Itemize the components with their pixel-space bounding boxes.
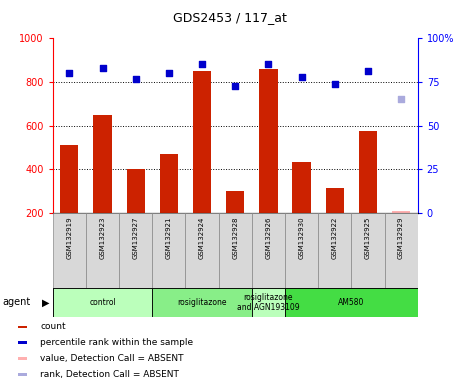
Text: GSM132930: GSM132930 (299, 217, 305, 260)
Text: rank, Detection Call = ABSENT: rank, Detection Call = ABSENT (40, 370, 179, 379)
Bar (152, 213, 185, 288)
Point (232, 83, 239, 89)
Bar (285, 213, 318, 288)
Text: GSM132927: GSM132927 (133, 217, 139, 259)
Bar (127, 169, 145, 213)
Bar (285, 288, 418, 317)
Bar (218, 213, 252, 288)
Point (165, 70, 173, 76)
Bar (252, 288, 285, 317)
Point (132, 76, 140, 83)
Bar (94, 115, 112, 213)
Text: GDS2453 / 117_at: GDS2453 / 117_at (173, 11, 286, 24)
Bar (252, 213, 285, 288)
Point (298, 74, 305, 80)
Point (331, 81, 338, 87)
Bar (226, 191, 244, 213)
Text: ▶: ▶ (42, 297, 50, 308)
Point (66, 70, 73, 76)
Text: control: control (89, 298, 116, 307)
Text: GSM132923: GSM132923 (100, 217, 106, 259)
Text: GSM132922: GSM132922 (332, 217, 338, 259)
Text: GSM132925: GSM132925 (365, 217, 371, 259)
Text: AM580: AM580 (338, 298, 364, 307)
Text: rosiglitazone: rosiglitazone (177, 298, 227, 307)
Text: rosiglitazone
and AGN193109: rosiglitazone and AGN193109 (237, 293, 300, 312)
Text: GSM132921: GSM132921 (166, 217, 172, 259)
Bar (60, 146, 78, 213)
Bar (351, 213, 385, 288)
Bar (18, 341, 27, 344)
Bar (53, 288, 152, 317)
Bar (292, 162, 311, 213)
Bar (18, 373, 27, 376)
Bar (193, 71, 211, 213)
Bar (18, 357, 27, 360)
Text: agent: agent (2, 297, 31, 308)
Bar (119, 213, 152, 288)
Bar (185, 213, 218, 288)
Point (364, 68, 372, 74)
Point (265, 61, 272, 67)
Text: GSM132919: GSM132919 (67, 217, 73, 260)
Bar (160, 154, 178, 213)
Point (397, 96, 405, 102)
Bar (385, 213, 418, 288)
Bar (18, 326, 27, 328)
Point (99, 65, 106, 71)
Text: GSM132924: GSM132924 (199, 217, 205, 259)
Text: count: count (40, 322, 66, 331)
Point (198, 61, 206, 67)
Text: GSM132928: GSM132928 (232, 217, 238, 259)
Bar (318, 213, 351, 288)
Bar (259, 69, 278, 213)
Bar (86, 213, 119, 288)
Text: GSM132929: GSM132929 (398, 217, 404, 259)
Bar (53, 213, 86, 288)
Bar (152, 288, 252, 317)
Bar (359, 131, 377, 213)
Text: percentile rank within the sample: percentile rank within the sample (40, 338, 193, 347)
Text: value, Detection Call = ABSENT: value, Detection Call = ABSENT (40, 354, 184, 363)
Bar (325, 188, 344, 213)
Bar (392, 211, 410, 213)
Text: GSM132926: GSM132926 (265, 217, 271, 259)
